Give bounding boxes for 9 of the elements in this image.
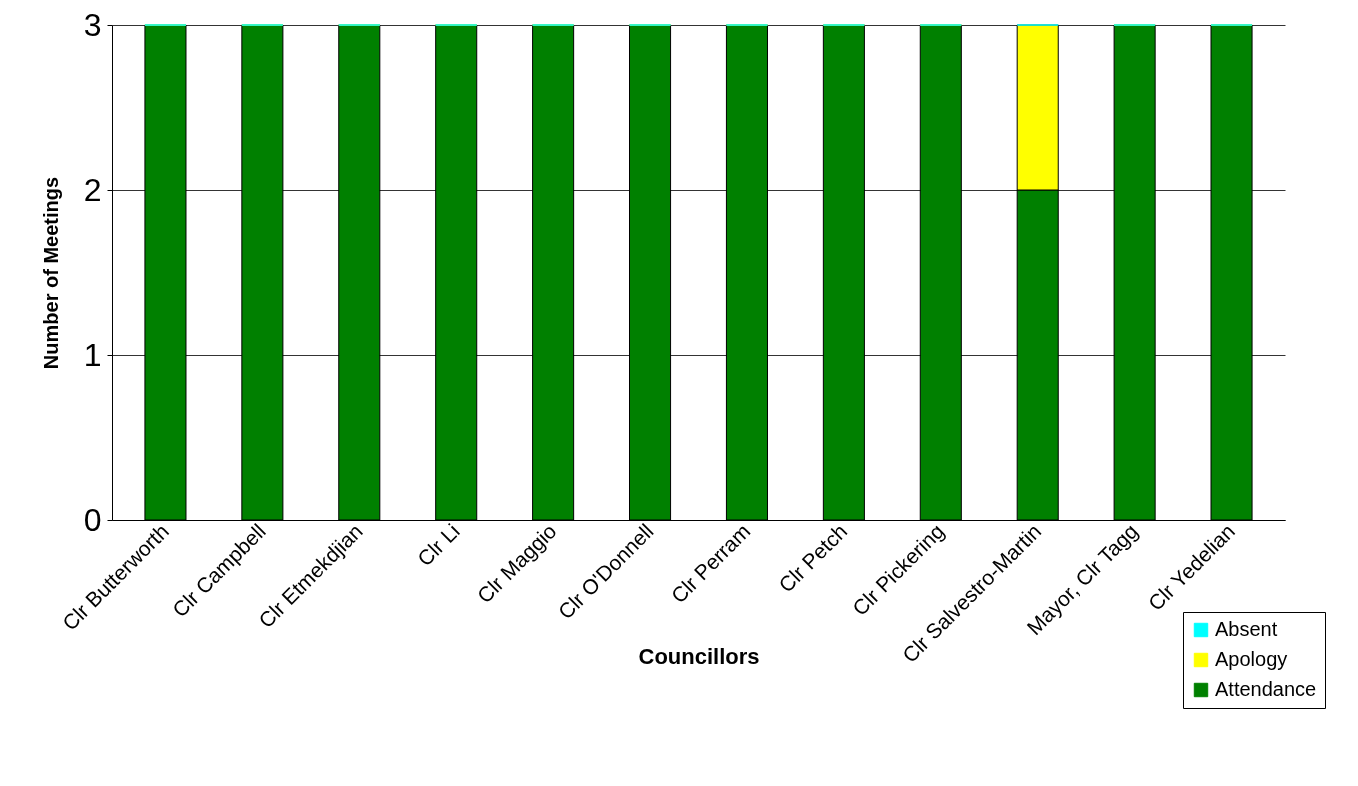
legend-label: Attendance <box>1215 678 1317 700</box>
x-axis-title: Councillors <box>638 643 760 669</box>
y-tick-label: 2 <box>83 171 102 208</box>
legend-label: Apology <box>1215 648 1288 670</box>
y-tick-label: 3 <box>83 6 102 43</box>
y-axis-title: Number of Meetings <box>39 176 62 370</box>
x-tick-label: Clr Li <box>412 519 464 571</box>
legend-label: Absent <box>1215 618 1278 640</box>
y-tick-label: 1 <box>83 336 102 373</box>
